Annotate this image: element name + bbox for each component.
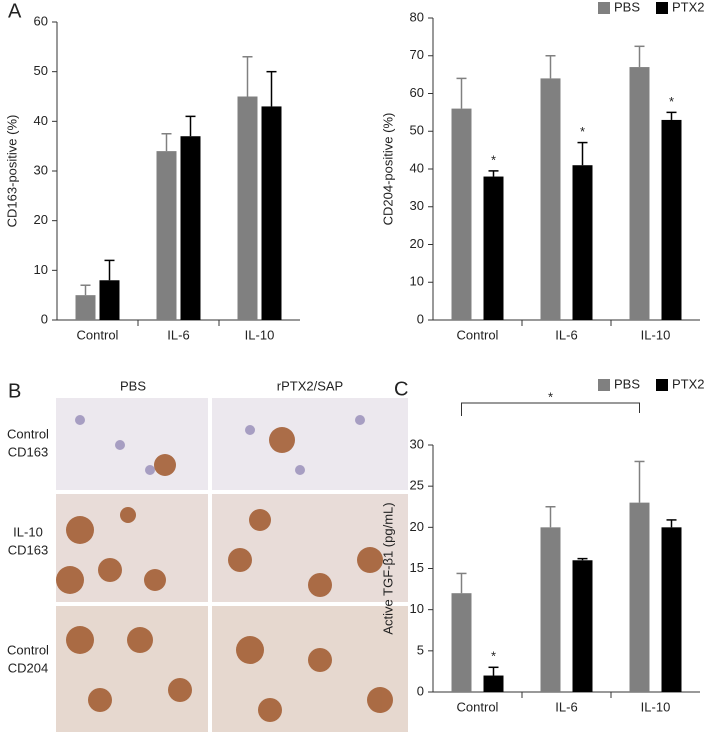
x-tick-label: Control [77, 327, 119, 342]
bar [75, 295, 96, 320]
micrograph [212, 606, 408, 732]
y-axis-label: Active TGF-β1 (pg/mL) [380, 502, 395, 634]
bar [483, 675, 504, 692]
legend-label: PTX2 [672, 376, 705, 391]
panel-label: A [8, 0, 22, 22]
y-tick-label: 50 [34, 63, 48, 78]
row-label: CD204 [8, 660, 48, 675]
x-tick-label: IL-6 [555, 699, 577, 714]
legend-label: PTX2 [672, 0, 705, 14]
y-tick-label: 70 [410, 47, 424, 62]
bar [629, 502, 650, 692]
significance-marker: * [669, 94, 674, 109]
panel-label: C [394, 378, 408, 400]
x-tick-label: Control [457, 699, 499, 714]
bar [661, 119, 682, 320]
y-tick-label: 10 [410, 274, 424, 289]
x-tick-label: IL-6 [167, 327, 189, 342]
bar [661, 527, 682, 692]
y-tick-label: 0 [41, 311, 48, 326]
x-tick-label: IL-6 [555, 327, 577, 342]
micrograph [212, 398, 408, 490]
y-tick-label: 0 [417, 311, 424, 326]
y-tick-label: 40 [410, 160, 424, 175]
y-tick-label: 30 [410, 436, 424, 451]
y-tick-label: 0 [417, 683, 424, 698]
y-tick-label: 25 [410, 478, 424, 493]
bar [261, 106, 282, 320]
legend-label: PBS [614, 0, 640, 14]
bar [483, 176, 504, 320]
legend-swatch [598, 379, 610, 391]
y-tick-label: 20 [410, 236, 424, 251]
significance-marker: * [580, 124, 585, 139]
row-label: CD163 [8, 444, 48, 459]
bar [237, 96, 258, 320]
bar [180, 136, 201, 320]
x-tick-label: IL-10 [245, 327, 275, 342]
y-tick-label: 40 [34, 113, 48, 128]
x-tick-label: IL-10 [641, 327, 671, 342]
bar [451, 108, 472, 320]
micrographs: PBS rPTX2/SAP [56, 378, 408, 732]
x-tick-label: IL-10 [641, 699, 671, 714]
micrograph [56, 398, 208, 490]
significance-marker: * [491, 649, 496, 664]
x-tick-label: Control [457, 327, 499, 342]
bar [540, 527, 561, 692]
legend-swatch [598, 2, 610, 14]
micrograph [56, 606, 208, 732]
bar [572, 165, 593, 320]
y-tick-label: 30 [410, 198, 424, 213]
y-tick-label: 10 [410, 601, 424, 616]
legend-swatch [656, 2, 668, 14]
y-axis-label: CD163-positive (%) [4, 115, 19, 228]
panel-label: B [8, 380, 21, 402]
y-tick-label: 80 [410, 9, 424, 24]
y-tick-label: 20 [410, 519, 424, 534]
y-tick-label: 60 [34, 13, 48, 28]
y-tick-label: 15 [410, 560, 424, 575]
row-label: CD163 [8, 542, 48, 557]
row-label: Control [7, 426, 49, 441]
column-title: rPTX2/SAP [277, 378, 343, 393]
significance-marker: * [491, 152, 496, 167]
y-tick-label: 30 [34, 162, 48, 177]
y-tick-label: 10 [34, 262, 48, 277]
bar [156, 151, 177, 320]
significance-bracket [461, 402, 640, 416]
y-axis-label: CD204-positive (%) [380, 113, 395, 226]
y-tick-label: 60 [410, 85, 424, 100]
legend-label: PBS [614, 376, 640, 391]
y-tick-label: 50 [410, 123, 424, 138]
bar [451, 593, 472, 692]
bracket-label: * [548, 389, 553, 404]
bar [540, 78, 561, 321]
column-title: PBS [120, 378, 146, 393]
row-label: Control [7, 642, 49, 657]
y-tick-label: 20 [34, 212, 48, 227]
bar [629, 67, 650, 320]
row-label: IL-10 [13, 524, 43, 539]
bar [572, 560, 593, 692]
bar [99, 280, 120, 320]
legend-swatch [656, 379, 668, 391]
y-tick-label: 5 [417, 642, 424, 657]
